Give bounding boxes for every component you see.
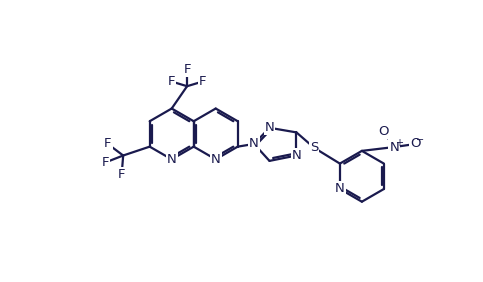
Text: N: N <box>265 121 274 134</box>
Text: F: F <box>118 168 126 181</box>
Text: N: N <box>211 153 221 166</box>
Text: N: N <box>167 153 177 166</box>
Text: O: O <box>378 125 389 138</box>
Text: F: F <box>102 156 109 169</box>
Text: F: F <box>199 75 206 88</box>
Text: O: O <box>411 137 421 151</box>
Text: N: N <box>292 149 301 162</box>
Text: N: N <box>335 182 345 195</box>
Text: F: F <box>168 75 175 88</box>
Text: F: F <box>104 137 112 151</box>
Text: F: F <box>184 63 191 76</box>
Text: S: S <box>310 141 318 154</box>
Text: N: N <box>389 140 399 153</box>
Text: +: + <box>395 138 403 148</box>
Text: −: − <box>416 135 425 145</box>
Text: N: N <box>249 137 259 151</box>
